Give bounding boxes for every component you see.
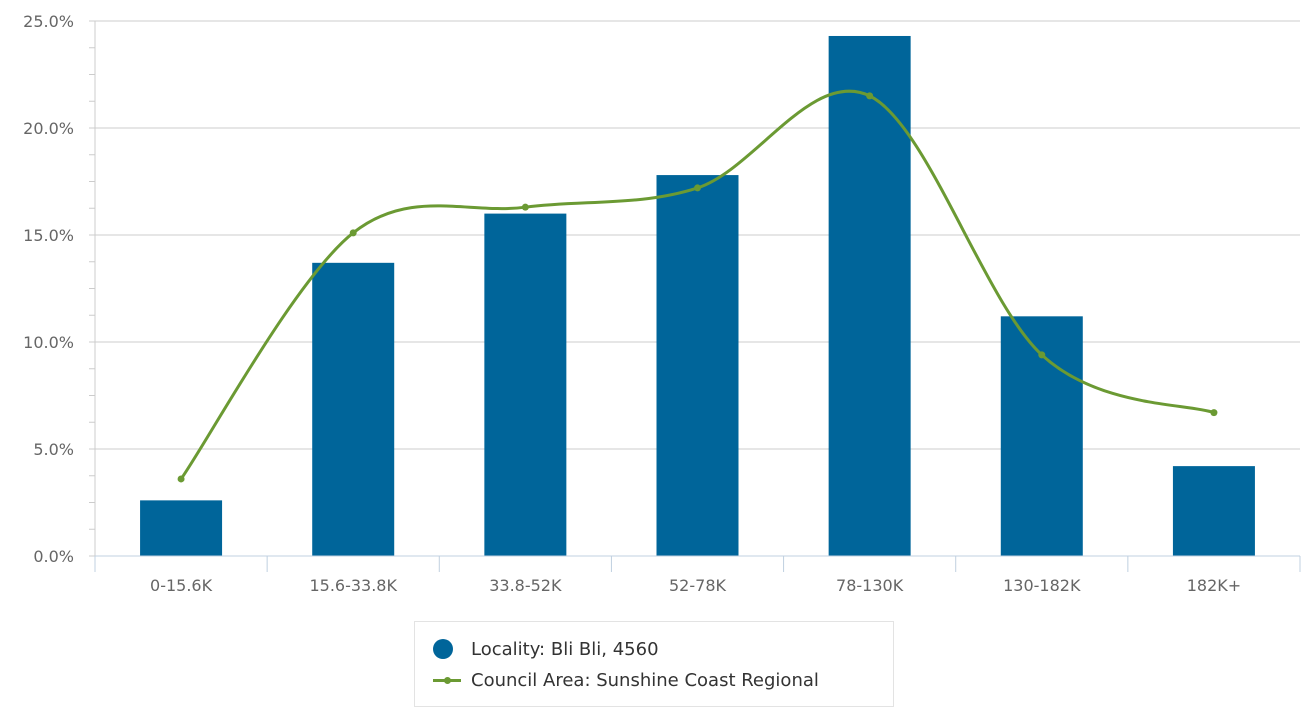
line-point bbox=[521, 203, 529, 211]
y-tick-label: 25.0% bbox=[23, 12, 74, 31]
x-tick-label: 0-15.6K bbox=[150, 576, 213, 595]
bar-series bbox=[140, 35, 1255, 557]
y-tick-label: 5.0% bbox=[33, 440, 74, 459]
x-tick-label: 182K+ bbox=[1187, 576, 1241, 595]
series-line bbox=[179, 89, 1215, 480]
bar bbox=[312, 262, 395, 556]
legend-marker-council bbox=[433, 676, 461, 684]
legend-item-locality[interactable]: Locality: Bli Bli, 4560 bbox=[433, 636, 659, 662]
y-tick-label: 20.0% bbox=[23, 119, 74, 138]
x-tick-label: 15.6-33.8K bbox=[309, 576, 397, 595]
line-point bbox=[1038, 351, 1046, 359]
line-point bbox=[1210, 409, 1218, 417]
line-series bbox=[177, 89, 1218, 483]
bar bbox=[140, 500, 223, 556]
x-axis: 0-15.6K 15.6-33.8K 33.8-52K 52-78K 78-130K 13… bbox=[94, 555, 1301, 595]
legend: Locality: Bli Bli, 4560 Council Area: Su… bbox=[414, 621, 894, 707]
legend-marker-council-dot bbox=[444, 676, 451, 684]
y-axis-ticks: 0.0% 5.0% 10.0% 15.0% 20.0% 25.0% bbox=[23, 12, 96, 566]
legend-item-council[interactable]: Council Area: Sunshine Coast Regional bbox=[433, 667, 819, 693]
bar bbox=[828, 35, 911, 557]
x-tick-label: 33.8-52K bbox=[489, 576, 562, 595]
legend-marker-locality bbox=[433, 639, 453, 659]
y-tick-label: 15.0% bbox=[23, 226, 74, 245]
x-tick-label: 52-78K bbox=[669, 576, 726, 595]
legend-label-council: Council Area: Sunshine Coast Regional bbox=[471, 669, 819, 691]
x-tick-label: 78-130K bbox=[836, 576, 904, 595]
bar bbox=[656, 175, 739, 556]
y-tick-label: 0.0% bbox=[33, 547, 74, 566]
line-point bbox=[349, 229, 357, 237]
line-point bbox=[177, 475, 185, 483]
legend-label-locality: Locality: Bli Bli, 4560 bbox=[471, 638, 659, 660]
bar bbox=[484, 213, 567, 556]
bar bbox=[1172, 466, 1255, 556]
line-point bbox=[866, 92, 874, 100]
line-point bbox=[694, 184, 701, 192]
y-tick-label: 10.0% bbox=[23, 333, 74, 352]
x-tick-label: 130-182K bbox=[1003, 576, 1081, 595]
